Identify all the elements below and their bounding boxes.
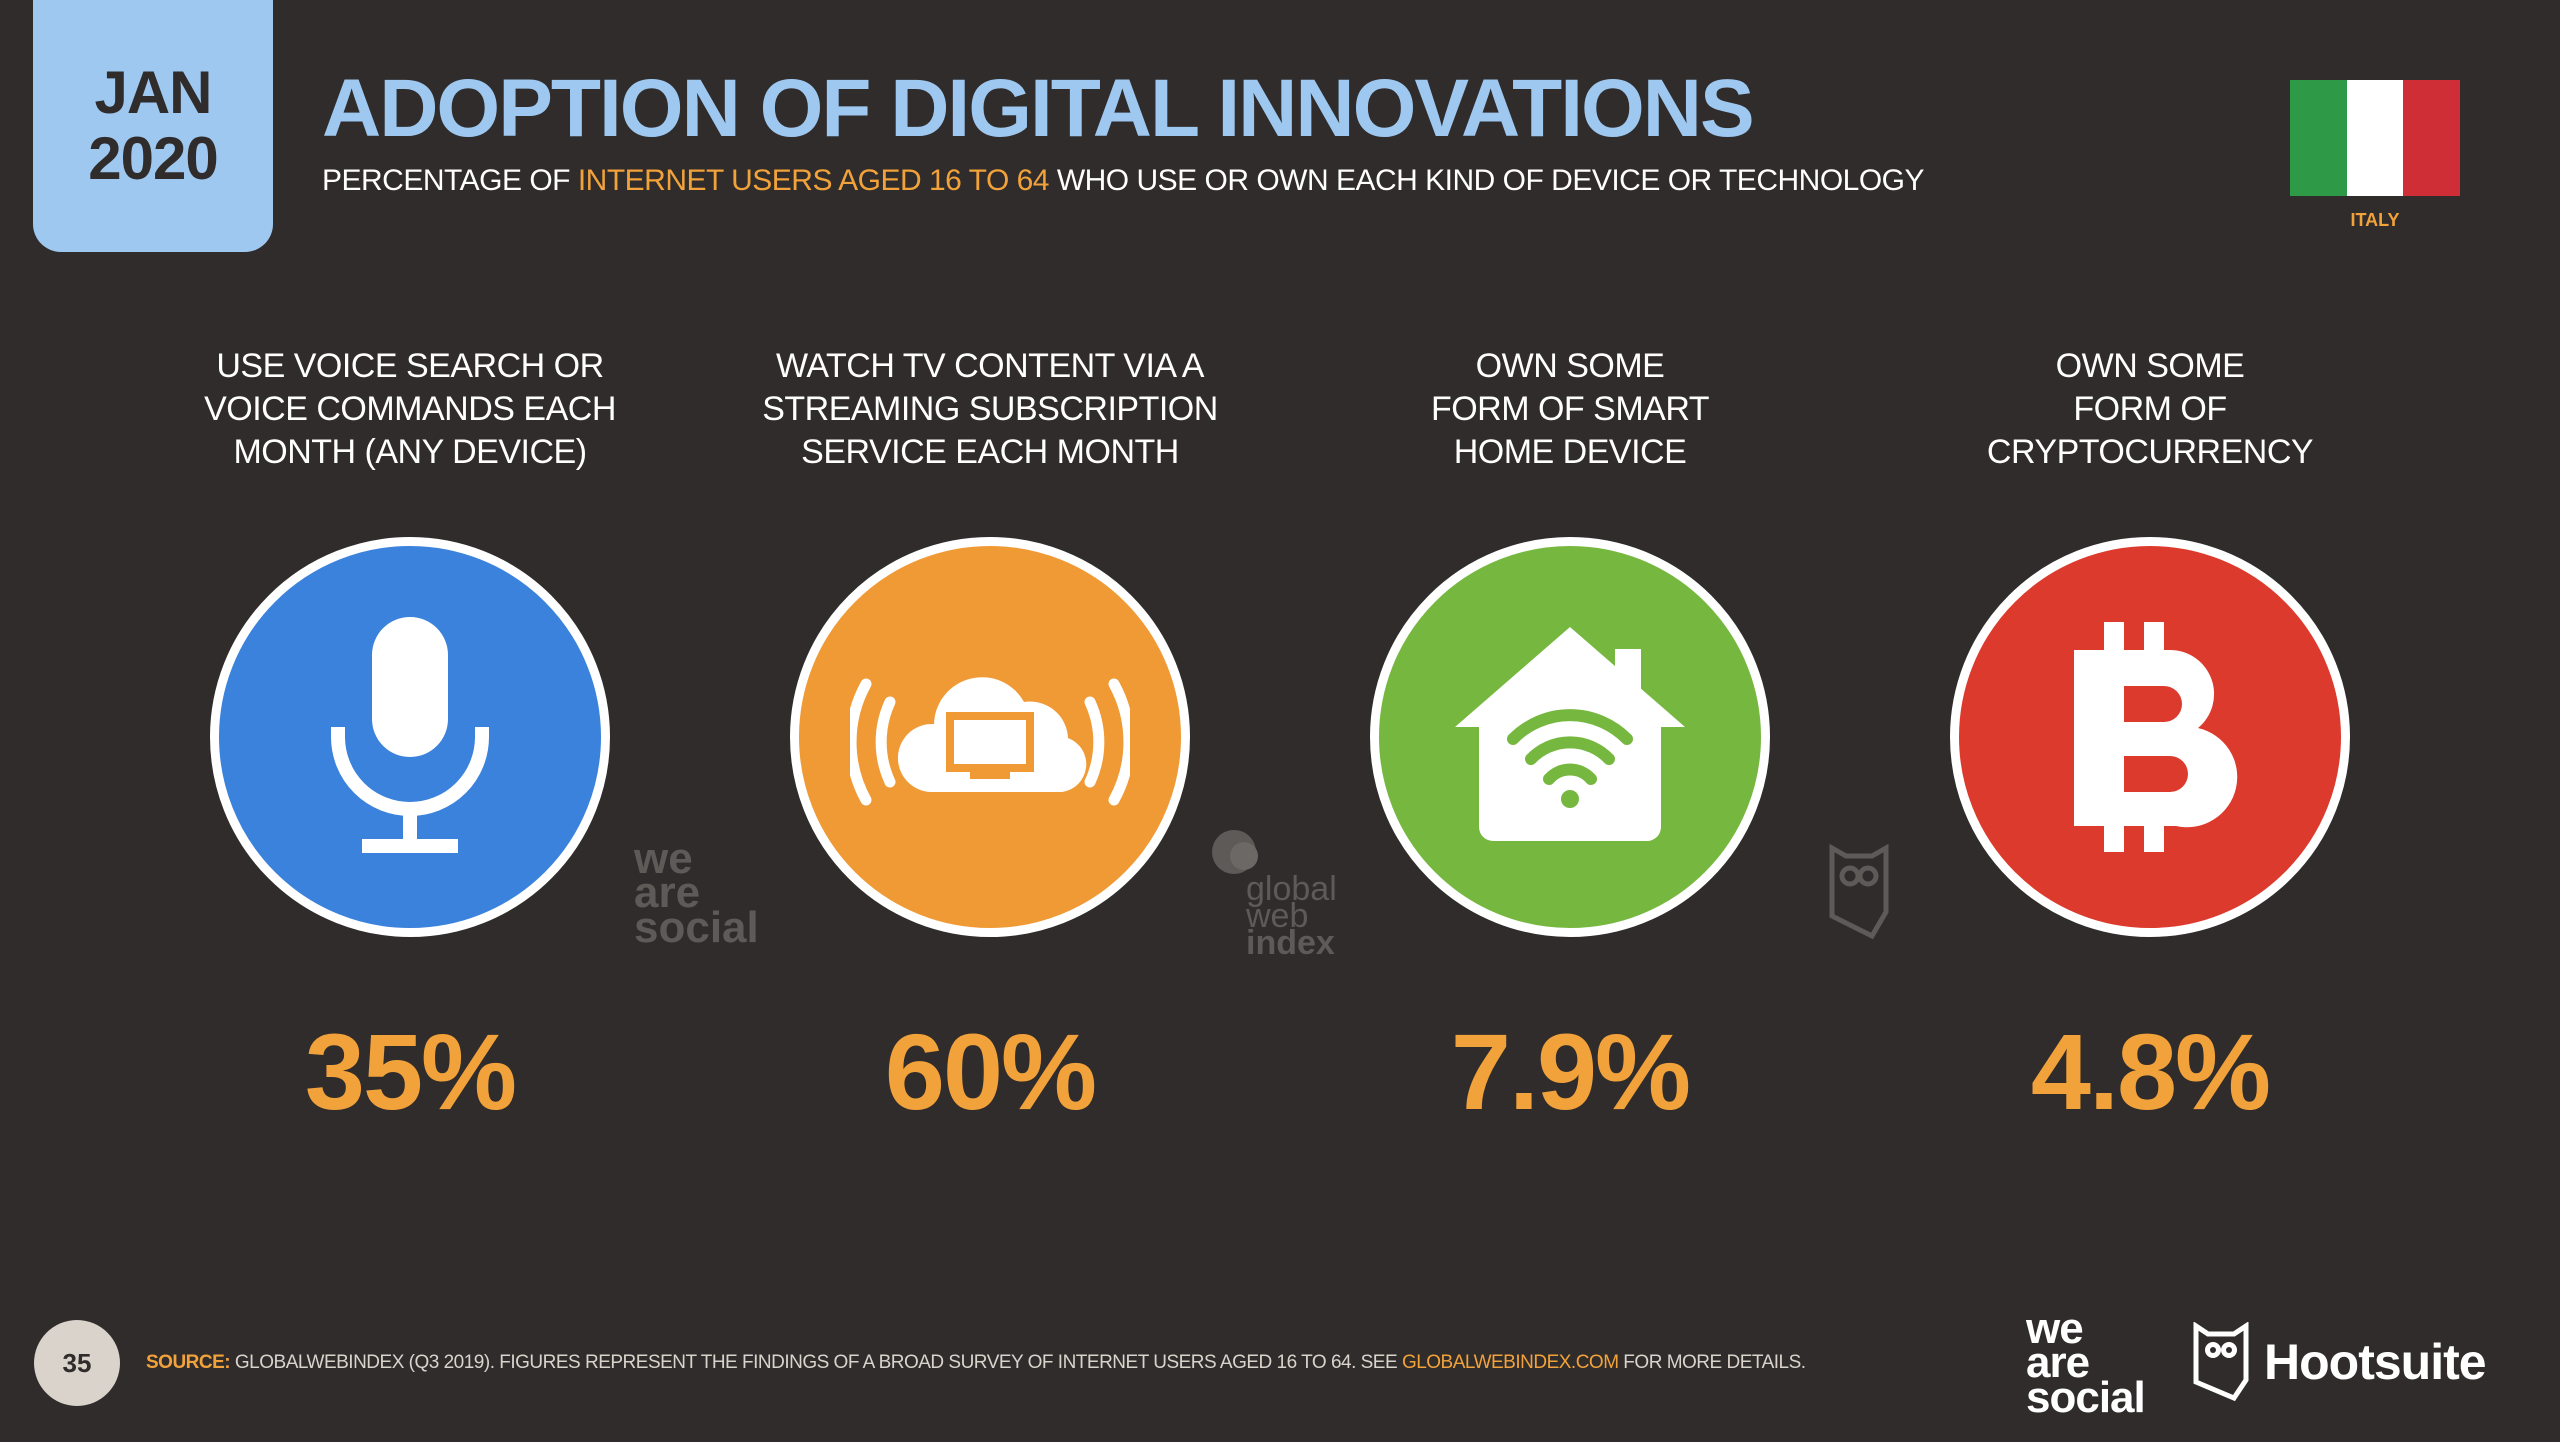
we-are-social-watermark: we are social [634,834,759,952]
label-line: OWN SOME [2055,347,2245,385]
watermark-line: we [634,834,693,883]
watermark-line: global [1246,870,1337,908]
label-line: OWN SOME [1475,347,1665,385]
watermark-line: index [1246,924,1335,963]
label-line: HOME DEVICE [1453,433,1687,471]
stat-value: 60% [884,1011,1097,1132]
page-title: ADOPTION OF DIGITAL INNOVATIONS [322,63,1755,154]
logo-line: we [2026,1304,2084,1353]
date-year: 2020 [88,125,218,192]
date-month: JAN [94,59,212,126]
stat-smart-home: OWN SOME FORM OF SMART HOME DEVICE 7.9% [1310,345,1830,1134]
smart-home-icon [1455,627,1685,841]
stat-circle [790,537,1190,937]
hootsuite-owl-icon [2193,1322,2249,1402]
stat-label: USE VOICE SEARCH OR VOICE COMMANDS EACH … [150,345,670,485]
watermark-line: are [634,868,701,918]
source-note: SOURCE: GLOBALWEBINDEX (Q3 2019). FIGURE… [146,1352,1806,1374]
stat-label: WATCH TV CONTENT VIA A STREAMING SUBSCRI… [730,345,1250,485]
bitcoin-icon [2074,622,2238,852]
label-line: USE VOICE SEARCH OR [216,347,604,385]
stat-circle [1950,537,2350,937]
label-line: STREAMING SUBSCRIPTION [762,390,1218,428]
stat-circle [210,537,610,937]
stat-voice-search: USE VOICE SEARCH OR VOICE COMMANDS EACH … [150,345,670,1134]
subtitle-pre: PERCENTAGE OF [322,164,578,197]
label-line: VOICE COMMANDS EACH [204,390,616,428]
stat-value: 7.9% [1450,1011,1691,1132]
source-text: GLOBALWEBINDEX (Q3 2019). FIGURES REPRES… [230,1352,1402,1373]
source-label: SOURCE: [146,1352,231,1373]
subtitle-highlight: INTERNET USERS AGED 16 TO 64 [577,164,1050,197]
subtitle-post: WHO USE OR OWN EACH KIND OF DEVICE OR TE… [1048,164,1925,197]
italy-flag-icon [2290,80,2461,196]
source-link[interactable]: GLOBALWEBINDEX.COM [1401,1352,1619,1373]
label-line: SERVICE EACH MONTH [801,433,1179,471]
date-badge: JAN 2020 [33,0,273,252]
hootsuite-logo: Hootsuite [2192,1322,2487,1402]
hootsuite-text: Hootsuite [2264,1334,2487,1390]
label-line: WATCH TV CONTENT VIA A [776,347,1204,385]
we-are-social-logo: we are social [2026,1304,2146,1422]
logo-line: are [2026,1338,2090,1388]
stat-value: 35% [304,1011,517,1132]
label-line: FORM OF SMART [1430,390,1710,428]
page-subtitle: PERCENTAGE OF INTERNET USERS AGED 16 TO … [322,164,1925,198]
stat-circle [1370,537,1770,937]
country-label: ITALY [2350,210,2400,230]
label-line: CRYPTOCURRENCY [1986,433,2314,471]
globalwebindex-logo-icon [1212,830,1258,874]
watermark-line: social [634,902,759,952]
hootsuite-owl-watermark-icon [1829,843,1889,940]
stat-cryptocurrency: OWN SOME FORM OF CRYPTOCURRENCY 4.8% [1890,345,2410,1134]
label-line: MONTH (ANY DEVICE) [233,433,587,471]
source-end: FOR MORE DETAILS. [1618,1352,1806,1373]
logo-line: social [2026,1372,2146,1422]
page-number: 35 [34,1320,120,1406]
watermark-line: web [1246,897,1309,936]
label-line: FORM OF [2073,390,2227,428]
microphone-icon [331,617,489,853]
stat-value: 4.8% [2030,1011,2271,1132]
stat-label: OWN SOME FORM OF CRYPTOCURRENCY [1890,345,2410,485]
stat-streaming-tv: WATCH TV CONTENT VIA A STREAMING SUBSCRI… [730,345,1250,1134]
cloud-tv-icon [850,677,1130,806]
stat-label: OWN SOME FORM OF SMART HOME DEVICE [1310,345,1830,485]
